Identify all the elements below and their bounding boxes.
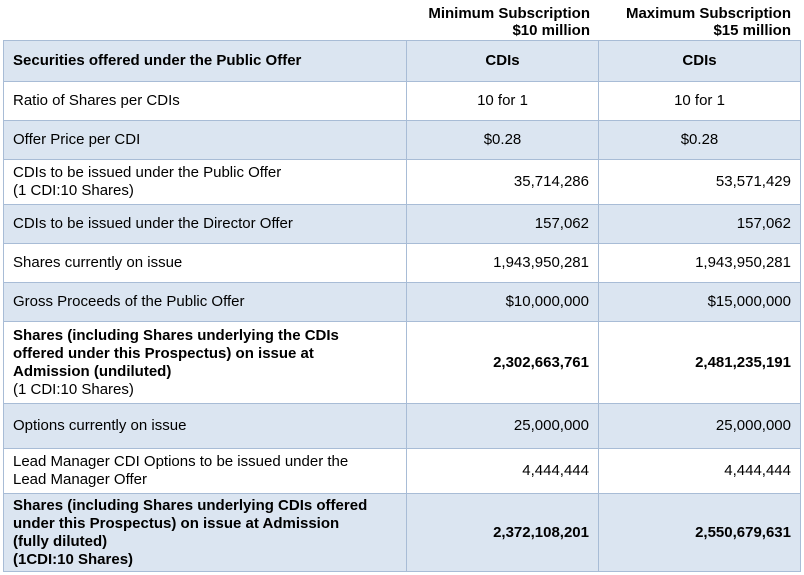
table-row: CDIs to be issued under the Public Offer… [3,159,801,205]
row-label-note: (1 CDI:10 Shares) [13,182,134,199]
row-label-line: (1CDI:10 Shares) [13,550,134,568]
max-value: 4,444,444 [598,448,801,494]
table-row: Ratio of Shares per CDIs 10 for 1 10 for… [3,81,801,121]
column-header-maximum-title: Maximum Subscription [625,5,791,22]
max-value: 1,943,950,281 [598,243,801,283]
row-label-line: Lead Manager Offer [13,471,147,488]
min-value: 25,000,000 [406,403,599,449]
max-value: 2,550,679,631 [598,493,801,572]
column-header-minimum-amount: $10 million [512,22,590,39]
row-label-line: Admission (undiluted) [13,362,172,380]
column-header-maximum-amount: $15 million [713,22,791,39]
row-label-line: offered under this Prospectus) on issue … [13,344,314,362]
table-row: Securities offered under the Public Offe… [3,40,801,82]
min-value: $0.28 [406,120,599,160]
row-label: Shares (including Shares underlying CDIs… [3,493,407,572]
min-value: 35,714,286 [406,159,599,205]
row-label-line: Shares (including Shares underlying CDIs… [13,496,368,514]
column-header-maximum: Maximum Subscription $15 million [598,5,791,41]
max-value: $0.28 [598,120,801,160]
row-label: CDIs to be issued under the Public Offer… [3,159,407,205]
row-label: Ratio of Shares per CDIs [3,81,407,121]
table-row: Shares currently on issue 1,943,950,281 … [3,243,801,283]
row-label-line: Shares (including Shares underlying the … [13,326,339,344]
table-row: Shares (including Shares underlying the … [3,321,801,404]
row-label: Gross Proceeds of the Public Offer [3,282,407,322]
max-value: $15,000,000 [598,282,801,322]
column-header-minimum: Minimum Subscription $10 million [406,5,590,41]
max-value: 157,062 [598,204,801,244]
max-value: CDIs [598,40,801,82]
row-label: Shares currently on issue [3,243,407,283]
table-row: Gross Proceeds of the Public Offer $10,0… [3,282,801,322]
row-label: Securities offered under the Public Offe… [3,40,407,82]
row-label: Options currently on issue [3,403,407,449]
min-value: 4,444,444 [406,448,599,494]
min-value: 10 for 1 [406,81,599,121]
min-value: CDIs [406,40,599,82]
max-value: 53,571,429 [598,159,801,205]
row-label-note: (1 CDI:10 Shares) [13,380,134,398]
row-label: Lead Manager CDI Options to be issued un… [3,448,407,494]
max-value: 25,000,000 [598,403,801,449]
max-value: 10 for 1 [598,81,801,121]
row-label: Shares (including Shares underlying the … [3,321,407,404]
min-value: 1,943,950,281 [406,243,599,283]
min-value: 2,302,663,761 [406,321,599,404]
table-row: Shares (including Shares underlying CDIs… [3,493,801,572]
row-label: Offer Price per CDI [3,120,407,160]
min-value: $10,000,000 [406,282,599,322]
max-value: 2,481,235,191 [598,321,801,404]
table-row: Lead Manager CDI Options to be issued un… [3,448,801,494]
row-label-line: Lead Manager CDI Options to be issued un… [13,453,349,470]
table-row: Options currently on issue 25,000,000 25… [3,403,801,449]
column-header-minimum-title: Minimum Subscription [428,5,590,22]
row-label: CDIs to be issued under the Director Off… [3,204,407,244]
min-value: 157,062 [406,204,599,244]
table-row: Offer Price per CDI $0.28 $0.28 [3,120,801,160]
min-value: 2,372,108,201 [406,493,599,572]
table-row: CDIs to be issued under the Director Off… [3,204,801,244]
row-label-text: CDIs to be issued under the Public Offer [13,164,282,181]
row-label-line: (fully diluted) [13,532,108,550]
row-label-line: under this Prospectus) on issue at Admis… [13,514,340,532]
subscription-table: Securities offered under the Public Offe… [3,40,801,572]
